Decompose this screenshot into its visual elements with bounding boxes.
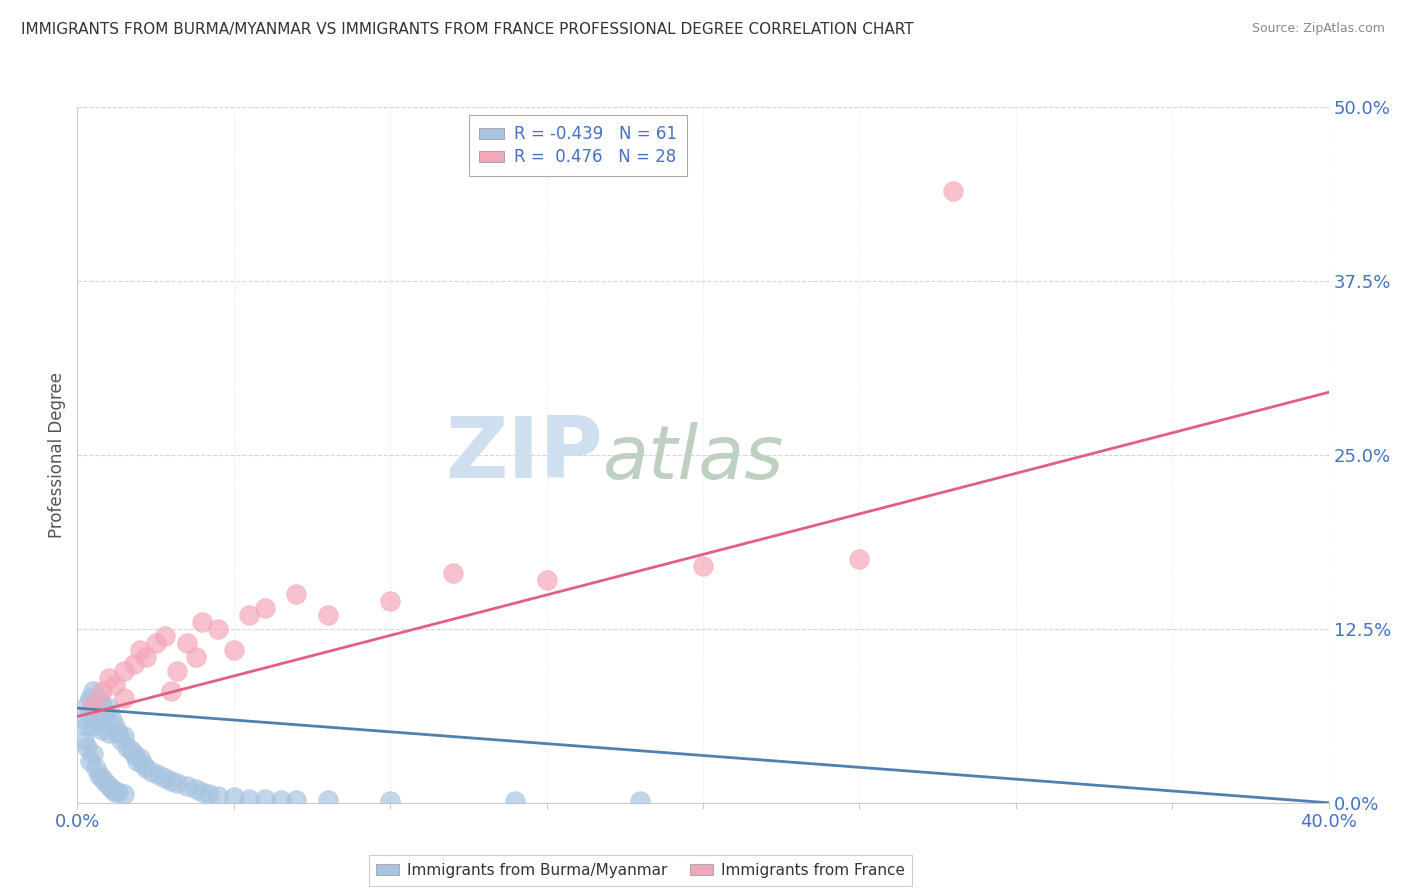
- Point: [97, 779, 120, 793]
- Point: [97, 671, 120, 685]
- Point: [197, 788, 219, 802]
- Point: [145, 636, 167, 650]
- Point: [132, 756, 155, 771]
- Point: [253, 601, 276, 615]
- Point: [176, 636, 198, 650]
- Point: [380, 594, 402, 608]
- Point: [285, 587, 308, 601]
- Point: [107, 726, 129, 740]
- Point: [153, 771, 176, 785]
- Point: [380, 794, 402, 808]
- Point: [94, 775, 117, 789]
- Point: [76, 719, 98, 733]
- Point: [186, 781, 208, 796]
- Point: [222, 790, 245, 805]
- Point: [160, 684, 183, 698]
- Point: [112, 729, 135, 743]
- Point: [89, 715, 111, 730]
- Point: [222, 642, 245, 657]
- Point: [104, 719, 127, 733]
- Point: [100, 712, 122, 726]
- Point: [166, 776, 188, 790]
- Point: [84, 761, 107, 775]
- Point: [82, 698, 104, 713]
- Text: IMMIGRANTS FROM BURMA/MYANMAR VS IMMIGRANTS FROM FRANCE PROFESSIONAL DEGREE CORR: IMMIGRANTS FROM BURMA/MYANMAR VS IMMIGRA…: [21, 22, 914, 37]
- Point: [207, 789, 229, 803]
- Point: [270, 793, 292, 807]
- Point: [112, 788, 135, 802]
- Point: [91, 698, 114, 713]
- Point: [94, 706, 117, 720]
- Point: [104, 677, 127, 691]
- Point: [505, 794, 527, 808]
- Point: [82, 684, 104, 698]
- Point: [76, 698, 98, 713]
- Point: [207, 622, 229, 636]
- Point: [89, 768, 111, 782]
- Point: [285, 793, 308, 807]
- Point: [316, 607, 339, 622]
- Point: [122, 747, 145, 761]
- Point: [110, 733, 132, 747]
- Y-axis label: Professional Degree: Professional Degree: [48, 372, 66, 538]
- Point: [79, 754, 101, 768]
- Point: [84, 696, 107, 710]
- Point: [148, 768, 170, 782]
- Point: [89, 691, 111, 706]
- Point: [441, 566, 464, 581]
- Point: [848, 552, 870, 566]
- Point: [316, 793, 339, 807]
- Point: [135, 649, 157, 664]
- Point: [76, 740, 98, 755]
- Point: [253, 791, 276, 805]
- Point: [630, 794, 652, 808]
- Point: [112, 691, 135, 706]
- Point: [97, 726, 120, 740]
- Point: [97, 701, 120, 715]
- Point: [125, 754, 148, 768]
- Point: [112, 664, 135, 678]
- Point: [129, 751, 152, 765]
- Point: [176, 779, 198, 793]
- Legend: Immigrants from Burma/Myanmar, Immigrants from France: Immigrants from Burma/Myanmar, Immigrant…: [368, 855, 912, 886]
- Point: [166, 664, 188, 678]
- Text: Source: ZipAtlas.com: Source: ZipAtlas.com: [1251, 22, 1385, 36]
- Point: [72, 733, 94, 747]
- Point: [191, 785, 214, 799]
- Point: [120, 743, 142, 757]
- Point: [122, 657, 145, 671]
- Point: [72, 712, 94, 726]
- Point: [153, 629, 176, 643]
- Point: [104, 785, 127, 799]
- Point: [84, 712, 107, 726]
- Point: [82, 747, 104, 761]
- Point: [942, 184, 965, 198]
- Point: [129, 642, 152, 657]
- Point: [238, 607, 260, 622]
- Point: [79, 706, 101, 720]
- Point: [117, 740, 139, 755]
- Point: [107, 785, 129, 799]
- Point: [160, 773, 183, 788]
- Point: [135, 761, 157, 775]
- Point: [238, 791, 260, 805]
- Point: [91, 684, 114, 698]
- Text: atlas: atlas: [603, 423, 785, 494]
- Point: [141, 765, 163, 780]
- Point: [82, 701, 104, 715]
- Point: [79, 691, 101, 706]
- Point: [91, 771, 114, 785]
- Point: [186, 649, 208, 664]
- Point: [692, 559, 714, 574]
- Text: ZIP: ZIP: [446, 413, 603, 497]
- Point: [91, 723, 114, 738]
- Point: [100, 781, 122, 796]
- Point: [191, 615, 214, 629]
- Point: [536, 573, 558, 587]
- Point: [82, 719, 104, 733]
